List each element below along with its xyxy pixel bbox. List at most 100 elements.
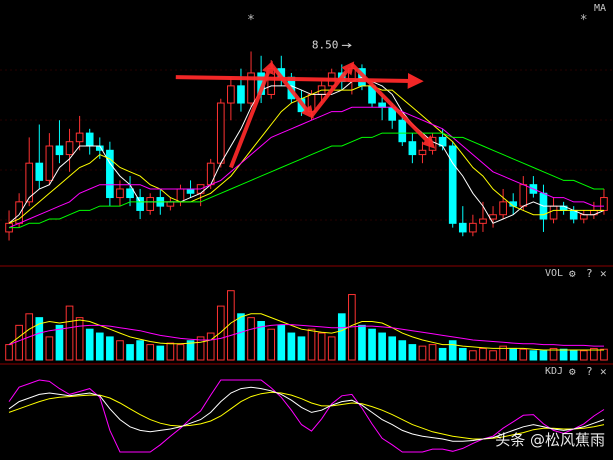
volume-bar-29 — [297, 336, 306, 361]
volume-bar-36 — [368, 328, 376, 361]
volume-bar-33 — [337, 313, 346, 361]
volume-bar-26 — [267, 328, 276, 361]
kdj-help-icon[interactable]: ? — [586, 365, 593, 378]
volume-bar-37 — [378, 332, 386, 361]
volume-bar-28 — [287, 332, 296, 361]
volume-bar-54 — [549, 347, 558, 361]
volume-bar-56 — [569, 349, 578, 361]
candle-body-6 — [65, 141, 74, 156]
candle-body-11 — [116, 188, 124, 199]
ma-line-2 — [8, 106, 604, 229]
volume-bar-53 — [539, 350, 548, 361]
watermark: 头条 @松风蕉雨 — [495, 431, 605, 449]
candle-body-4 — [45, 145, 54, 181]
candle-body-24 — [247, 72, 255, 104]
volume-bar-50 — [509, 347, 518, 361]
vol-gear-icon[interactable]: ⚙ — [569, 267, 576, 280]
candle-body-23 — [237, 85, 245, 104]
volume-bar-19 — [196, 336, 205, 361]
volume-bar-17 — [176, 344, 185, 361]
volume-bar-58 — [590, 347, 598, 361]
candle-body-3 — [35, 162, 44, 181]
ma-line-0 — [8, 76, 605, 224]
kdj-gear-icon[interactable]: ⚙ — [569, 365, 576, 378]
candle-body-18 — [186, 188, 195, 194]
candle-body-2 — [25, 162, 34, 203]
volume-bar-12 — [126, 344, 134, 361]
volume-bar-57 — [579, 350, 588, 361]
volume-bar-40 — [408, 344, 417, 361]
candle-body-22 — [227, 85, 235, 104]
volume-bar-35 — [358, 324, 366, 361]
volume-bar-6 — [65, 305, 74, 361]
ma-indicator-label[interactable]: MA — [594, 3, 607, 14]
kdj-j-line — [8, 379, 605, 453]
volume-bar-1 — [15, 324, 23, 361]
candle-body-41 — [418, 149, 427, 156]
volume-bar-24 — [247, 317, 255, 361]
neckline-arrow — [175, 72, 424, 89]
volume-bar-43 — [438, 347, 447, 361]
kdj-indicator-label[interactable]: KDJ — [545, 366, 564, 377]
candle-body-40 — [408, 141, 417, 156]
candle-body-46 — [469, 222, 477, 233]
candle-body-13 — [136, 197, 144, 211]
m-pattern-arrow-3 — [350, 62, 436, 149]
kdj-d-line — [8, 391, 605, 440]
candle-body-8 — [85, 132, 94, 147]
volume-bar-46 — [469, 350, 477, 361]
volume-bar-42 — [428, 344, 437, 361]
volume-bar-18 — [186, 340, 195, 361]
candle-body-47 — [479, 218, 487, 224]
star-marker-1: * — [580, 13, 588, 28]
volume-bar-4 — [45, 336, 54, 361]
volume-bar-13 — [136, 340, 144, 361]
volume-bar-27 — [277, 324, 286, 361]
candle-body-21 — [216, 102, 225, 164]
m-pattern-arrow-2 — [309, 61, 355, 118]
vol-help-icon[interactable]: ? — [586, 267, 593, 280]
volume-bar-14 — [146, 344, 155, 361]
candle-body-57 — [579, 214, 588, 220]
candle-body-39 — [398, 119, 407, 143]
candle-body-51 — [519, 184, 528, 207]
volume-bar-49 — [499, 345, 507, 361]
volume-bar-48 — [489, 350, 497, 361]
peak-price-label: 8.50 — [312, 38, 339, 51]
volume-bar-32 — [327, 336, 336, 361]
candle-body-10 — [106, 149, 114, 199]
candle-body-44 — [448, 145, 457, 224]
volume-bar-41 — [418, 345, 427, 361]
volume-bar-39 — [398, 340, 407, 361]
volume-ma-line-0 — [8, 313, 604, 351]
volume-bar-30 — [307, 328, 316, 361]
kdj-close-icon[interactable]: ✕ — [600, 365, 607, 378]
candle-body-37 — [378, 102, 386, 108]
vol-indicator-label[interactable]: VOL — [545, 268, 564, 279]
candle-body-20 — [206, 162, 215, 186]
vol-close-icon[interactable]: ✕ — [600, 267, 607, 280]
star-marker-0: * — [247, 13, 255, 28]
volume-bar-59 — [600, 348, 608, 361]
ma-line-3 — [9, 132, 604, 229]
m-pattern-arrow-1 — [269, 63, 314, 119]
volume-bar-47 — [479, 347, 487, 361]
candle-body-5 — [55, 145, 64, 156]
candle-body-7 — [75, 132, 84, 143]
candle-body-49 — [499, 201, 507, 216]
ma-line-1 — [8, 85, 604, 224]
volume-bar-45 — [458, 347, 467, 361]
volume-bar-3 — [35, 317, 44, 361]
m-pattern-arrow-0 — [229, 60, 274, 169]
candle-body-59 — [600, 197, 608, 211]
candle-body-16 — [166, 201, 175, 207]
candle-body-45 — [458, 222, 467, 233]
volume-bar-44 — [448, 340, 457, 361]
volume-bar-55 — [559, 348, 568, 361]
kdj-k-line — [8, 386, 605, 442]
volume-bar-23 — [237, 313, 245, 361]
volume-bar-11 — [116, 340, 124, 361]
volume-bar-21 — [216, 305, 225, 361]
